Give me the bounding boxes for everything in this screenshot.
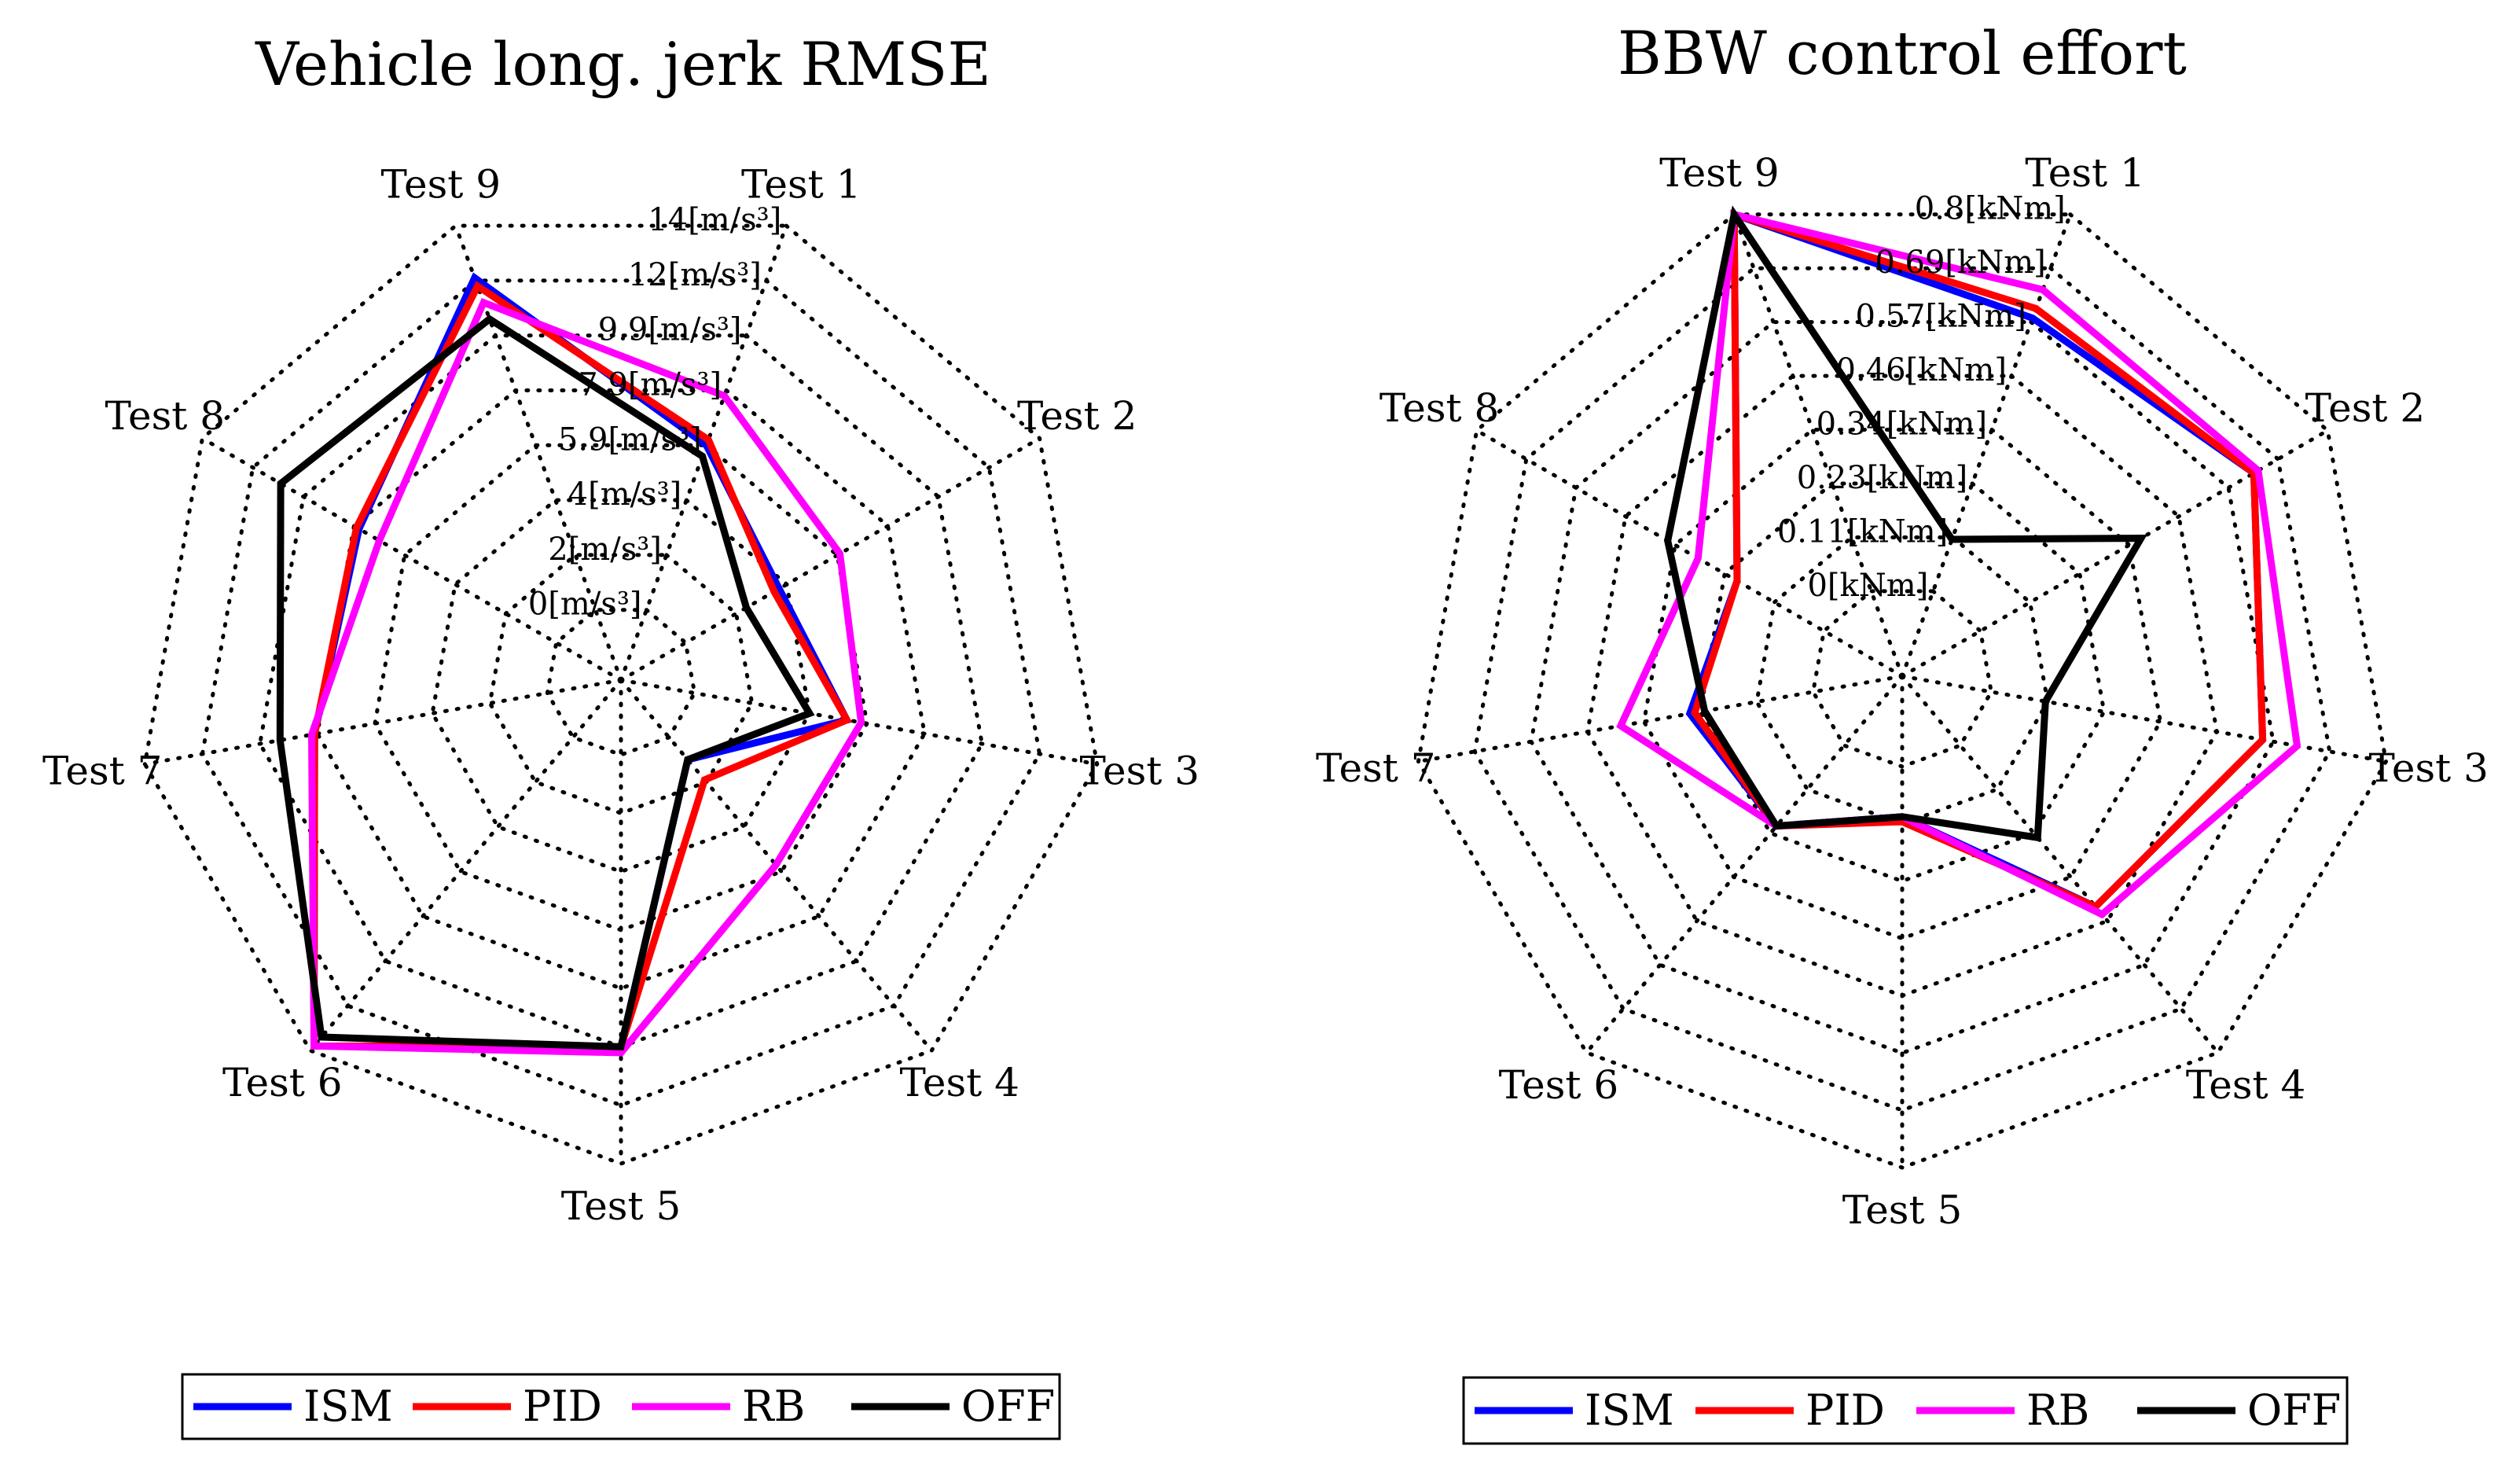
ring-label: 12[m/s³] [628,257,762,293]
grid-ring [1529,320,2276,1055]
ring-label: 0.34[kNm] [1817,406,1987,443]
legend: ISM PID RB OFF [1462,1376,2349,1445]
grid-ring [1698,481,2107,884]
ring-label: 14[m/s³] [648,202,781,238]
grid-ring [200,278,1042,1108]
category-label-test-1: Test 1 [2025,150,2145,196]
jerk-rmse-radar-chart: Vehicle long. jerk RMSE 0[m/s³] 2[m/s³] 4[… [42,29,1199,1440]
category-label-test-4: Test 4 [2186,1062,2306,1108]
spoke-test-7 [1416,674,1905,763]
category-label-test-5: Test 5 [561,1183,681,1229]
ring-label: 0.23[kNm] [1797,460,1967,496]
legend-label-pid: PID [1806,1385,1885,1435]
chart-title: BBW control effort [1618,18,2187,88]
category-labels: Test 1 Test 2 Test 3 Test 4 Test 5 Test 6 Test… [42,161,1199,1229]
grid-ring [1811,589,1993,769]
grid-ring [1641,428,2163,941]
category-label-test-7: Test 7 [42,748,163,793]
series-off [276,315,815,1051]
category-label-test-4: Test 4 [899,1060,1019,1105]
ring-label: 9.9[m/s³] [598,312,742,348]
series-off [1664,205,2147,842]
ring-label: 0.8[kNm] [1915,191,2066,227]
grid-ring [315,388,927,991]
radar-grid [142,223,1100,1166]
spoke-test-6 [1584,674,1905,1055]
spoke-test-6 [308,678,623,1053]
legend-label-pid: PID [523,1381,602,1431]
category-label-test-8: Test 8 [1379,385,1500,431]
grid-ring [430,498,812,874]
ring-label: 5.9[m/s³] [558,421,702,458]
bbw-control-effort-radar-chart: BBW control effort 0[kNm] 0.11[kNm] 0.23[k… [1316,18,2489,1445]
ring-label: 0.11[kNm] [1777,514,1948,550]
spoke-test-3 [619,678,1100,767]
grid-ring [258,333,984,1050]
ring-tick-labels: 0[m/s³] 2[m/s³] 4[m/s³] 5.9[m/s³] 7.9[m/s³] 9… [528,202,781,623]
spoke-test-9 [1732,212,1905,679]
spoke-test-1 [1900,212,2073,679]
ring-label: 0.57[kNm] [1855,299,2026,335]
legend-label-rb: RB [742,1381,805,1431]
legend-label-ism: ISM [303,1381,393,1431]
ring-label: 7.9[m/s³] [578,367,722,403]
ring-label: 0.69[kNm] [1875,245,2045,281]
spoke-test-8 [200,436,623,682]
spoke-test-4 [619,678,934,1053]
grid-ring [1754,535,2050,826]
series-rb [307,298,865,1057]
radar-series-group [1616,205,2301,919]
grid-ring [487,553,755,815]
category-label-test-6: Test 6 [1499,1062,1619,1108]
ring-label: 2[m/s³] [548,532,662,568]
grid-ring [142,223,1100,1166]
legend-label-rb: RB [2026,1385,2089,1435]
category-label-test-9: Test 9 [381,161,501,207]
ring-tick-labels: 0[kNm] 0.11[kNm] 0.23[kNm] 0.34[kNm] 0.46[kN… [1777,191,2066,604]
ring-label: 0[m/s³] [528,587,642,623]
category-label-test-8: Test 8 [105,393,226,439]
legend: ISM PID RB OFF [181,1373,1061,1440]
grid-ring [1416,212,2389,1170]
legend-label-off: OFF [2247,1385,2341,1435]
category-label-test-2: Test 2 [1017,393,1137,439]
grid-ring [1472,266,2332,1113]
category-label-test-3: Test 3 [2368,745,2489,791]
category-labels: Test 1 Test 2 Test 3 Test 4 Test 5 Test 6 Test… [1316,150,2489,1233]
category-label-test-7: Test 7 [1316,745,1436,791]
spoke-test-4 [1900,674,2221,1055]
legend-label-ism: ISM [1585,1385,1674,1435]
spoke-test-2 [619,436,1042,682]
spoke-test-3 [1900,674,2388,763]
chart-title: Vehicle long. jerk RMSE [255,29,991,99]
category-label-test-9: Test 9 [1659,150,1780,196]
spoke-test-7 [142,678,623,767]
category-label-test-6: Test 6 [222,1060,343,1105]
radar-series-group [276,272,865,1057]
ring-label: 0[kNm] [1807,568,1928,604]
ring-label: 0.46[kNm] [1836,352,2007,388]
spoke-test-2 [1900,429,2330,679]
category-label-test-2: Test 2 [2305,385,2426,431]
category-label-test-3: Test 3 [1080,748,1200,793]
spoke-test-1 [619,223,788,682]
category-label-test-5: Test 5 [1842,1187,1963,1233]
grid-ring [373,443,869,932]
ring-label: 4[m/s³] [568,476,682,513]
spoke-test-8 [1475,429,1905,679]
legend-label-off: OFF [961,1381,1055,1431]
category-label-test-1: Test 1 [741,161,861,207]
